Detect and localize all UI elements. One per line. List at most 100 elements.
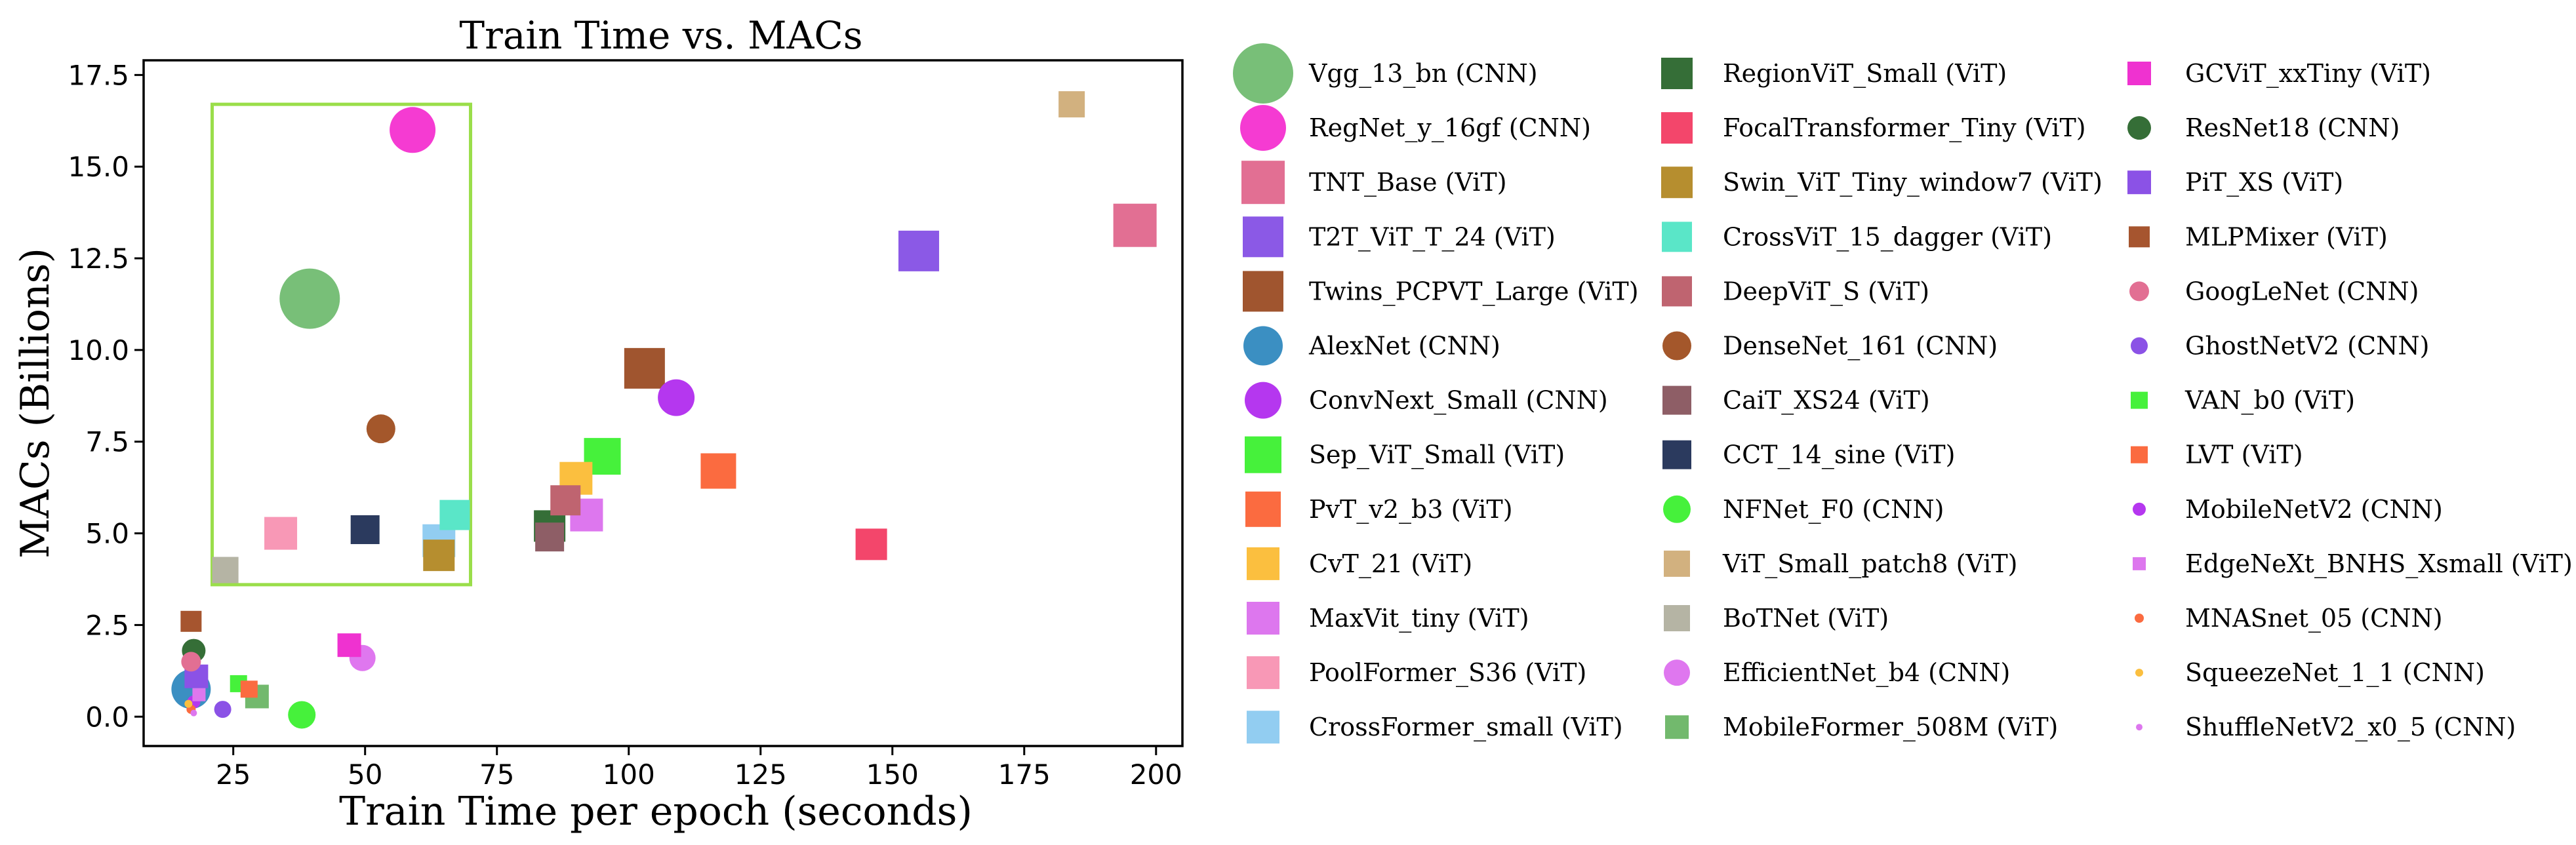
data-point xyxy=(288,701,316,729)
data-point xyxy=(337,633,361,658)
legend-label: PoolFormer_S36 (ViT) xyxy=(1309,658,1586,688)
x-tick-label: 150 xyxy=(866,758,919,791)
legend-label: MNASnet_05 (CNN) xyxy=(2185,604,2443,633)
legend-marker xyxy=(2131,391,2148,409)
legend-marker xyxy=(2135,669,2143,677)
data-point xyxy=(264,517,298,550)
legend-marker xyxy=(1233,43,1293,104)
legend-marker xyxy=(1245,491,1281,527)
data-point xyxy=(350,515,380,544)
legend-label: ViT_Small_patch8 (ViT) xyxy=(1722,549,2018,579)
legend-marker xyxy=(1664,550,1690,577)
y-tick-label: 15.0 xyxy=(68,151,129,183)
data-point xyxy=(550,485,581,516)
legend-label: FocalTransformer_Tiny (ViT) xyxy=(1723,113,2086,143)
legend-marker xyxy=(2131,446,2148,463)
legend-label: AlexNet (CNN) xyxy=(1308,332,1500,361)
legend-label: CrossViT_15_dagger (ViT) xyxy=(1723,222,2052,252)
legend-marker xyxy=(1665,715,1689,739)
data-point xyxy=(898,230,939,271)
legend-label: PiT_XS (ViT) xyxy=(2185,168,2343,197)
x-tick-label: 50 xyxy=(348,758,382,791)
legend-label: MobileFormer_508M (ViT) xyxy=(1723,713,2058,742)
data-point xyxy=(439,500,470,530)
legend-label: EfficientNet_b4 (CNN) xyxy=(1723,658,2010,688)
legend-marker xyxy=(1664,605,1690,631)
legend-label: MobileNetV2 (CNN) xyxy=(2185,495,2443,524)
data-point xyxy=(181,652,201,672)
data-point xyxy=(624,347,665,389)
legend-label: Vgg_13_bn (CNN) xyxy=(1308,59,1538,88)
legend-label: Swin_ViT_Tiny_window7 (ViT) xyxy=(1723,168,2103,197)
legend-label: CrossFormer_small (ViT) xyxy=(1309,713,1623,742)
legend-marker xyxy=(2133,502,2146,516)
legend-label: Twins_PCPVT_Large (ViT) xyxy=(1309,277,1639,306)
y-tick-label: 10.0 xyxy=(68,334,129,366)
data-point xyxy=(240,680,258,698)
legend-label: ShuffleNetV2_x0_5 (CNN) xyxy=(2185,713,2516,742)
legend-marker xyxy=(2135,614,2144,623)
legend-marker xyxy=(2133,557,2146,570)
legend-marker xyxy=(2127,62,2151,85)
legend-label: ResNet18 (CNN) xyxy=(2185,113,2400,142)
legend-marker xyxy=(1247,547,1279,580)
data-point xyxy=(658,379,695,416)
y-tick-label: 5.0 xyxy=(85,518,129,550)
legend-label: GCViT_xxTiny (ViT) xyxy=(2185,59,2431,88)
legend-marker xyxy=(1662,440,1691,469)
legend-marker xyxy=(1663,495,1691,523)
legend-marker xyxy=(1247,711,1279,744)
y-tick-label: 12.5 xyxy=(68,243,129,275)
legend-label: RegionViT_Small (ViT) xyxy=(1723,59,2007,88)
data-point xyxy=(700,453,736,489)
legend-label: RegNet_y_16gf (CNN) xyxy=(1309,113,1591,143)
legend: Vgg_13_bn (CNN) RegNet_y_16gf (CNN) TNT_Ba… xyxy=(1233,43,2573,744)
data-point xyxy=(212,557,239,583)
legend-marker xyxy=(1243,271,1283,312)
legend-label: LVT (ViT) xyxy=(2185,441,2303,469)
legend-marker xyxy=(1240,105,1286,151)
y-tick-label: 0.0 xyxy=(85,701,129,733)
data-point xyxy=(180,610,202,632)
data-point xyxy=(366,414,395,444)
legend-label: MLPMixer (ViT) xyxy=(2185,222,2388,251)
legend-marker xyxy=(1662,276,1692,307)
data-point xyxy=(855,528,887,560)
legend-marker xyxy=(1245,436,1281,473)
x-tick-label: 175 xyxy=(998,758,1051,791)
x-axis-label: Train Time per epoch (seconds) xyxy=(339,789,973,835)
legend-marker xyxy=(2131,337,2148,355)
legend-marker xyxy=(2129,281,2149,302)
legend-label: SqueezeNet_1_1 (CNN) xyxy=(2185,658,2485,688)
legend-marker xyxy=(1245,382,1281,419)
legend-label: VAN_b0 (ViT) xyxy=(2184,386,2355,416)
legend-marker xyxy=(1661,112,1693,144)
legend-marker xyxy=(1241,161,1285,205)
legend-label: GhostNetV2 (CNN) xyxy=(2185,332,2429,361)
legend-label: ConvNext_Small (CNN) xyxy=(1309,386,1608,416)
y-tick-label: 2.5 xyxy=(85,609,129,641)
data-point xyxy=(192,688,206,701)
legend-label: CCT_14_sine (ViT) xyxy=(1723,441,1955,470)
legend-marker xyxy=(1243,216,1283,258)
data-point xyxy=(535,522,565,552)
legend-marker xyxy=(1243,326,1283,366)
axis-ticks: 25 50 75 100 125 150 175 200 0.0 2.5 5.0 7.5 10.0 12.… xyxy=(68,59,1182,791)
data-point xyxy=(279,268,340,329)
data-point xyxy=(390,107,436,153)
legend-marker xyxy=(1662,222,1692,252)
legend-label: MaxVit_tiny (ViT) xyxy=(1309,604,1529,633)
legend-marker xyxy=(1661,58,1693,89)
chart-title: Train Time vs. MACs xyxy=(459,13,862,58)
data-point xyxy=(1113,203,1157,247)
legend-marker xyxy=(1662,331,1691,361)
y-tick-label: 7.5 xyxy=(85,426,129,458)
data-point xyxy=(423,540,455,572)
legend-marker xyxy=(2127,116,2151,140)
data-point xyxy=(184,699,193,708)
y-axis-label: MACs (Billions) xyxy=(12,248,58,559)
x-tick-label: 125 xyxy=(735,758,787,791)
legend-label: BoTNet (ViT) xyxy=(1723,604,1889,633)
legend-label: T2T_ViT_T_24 (ViT) xyxy=(1309,222,1556,252)
